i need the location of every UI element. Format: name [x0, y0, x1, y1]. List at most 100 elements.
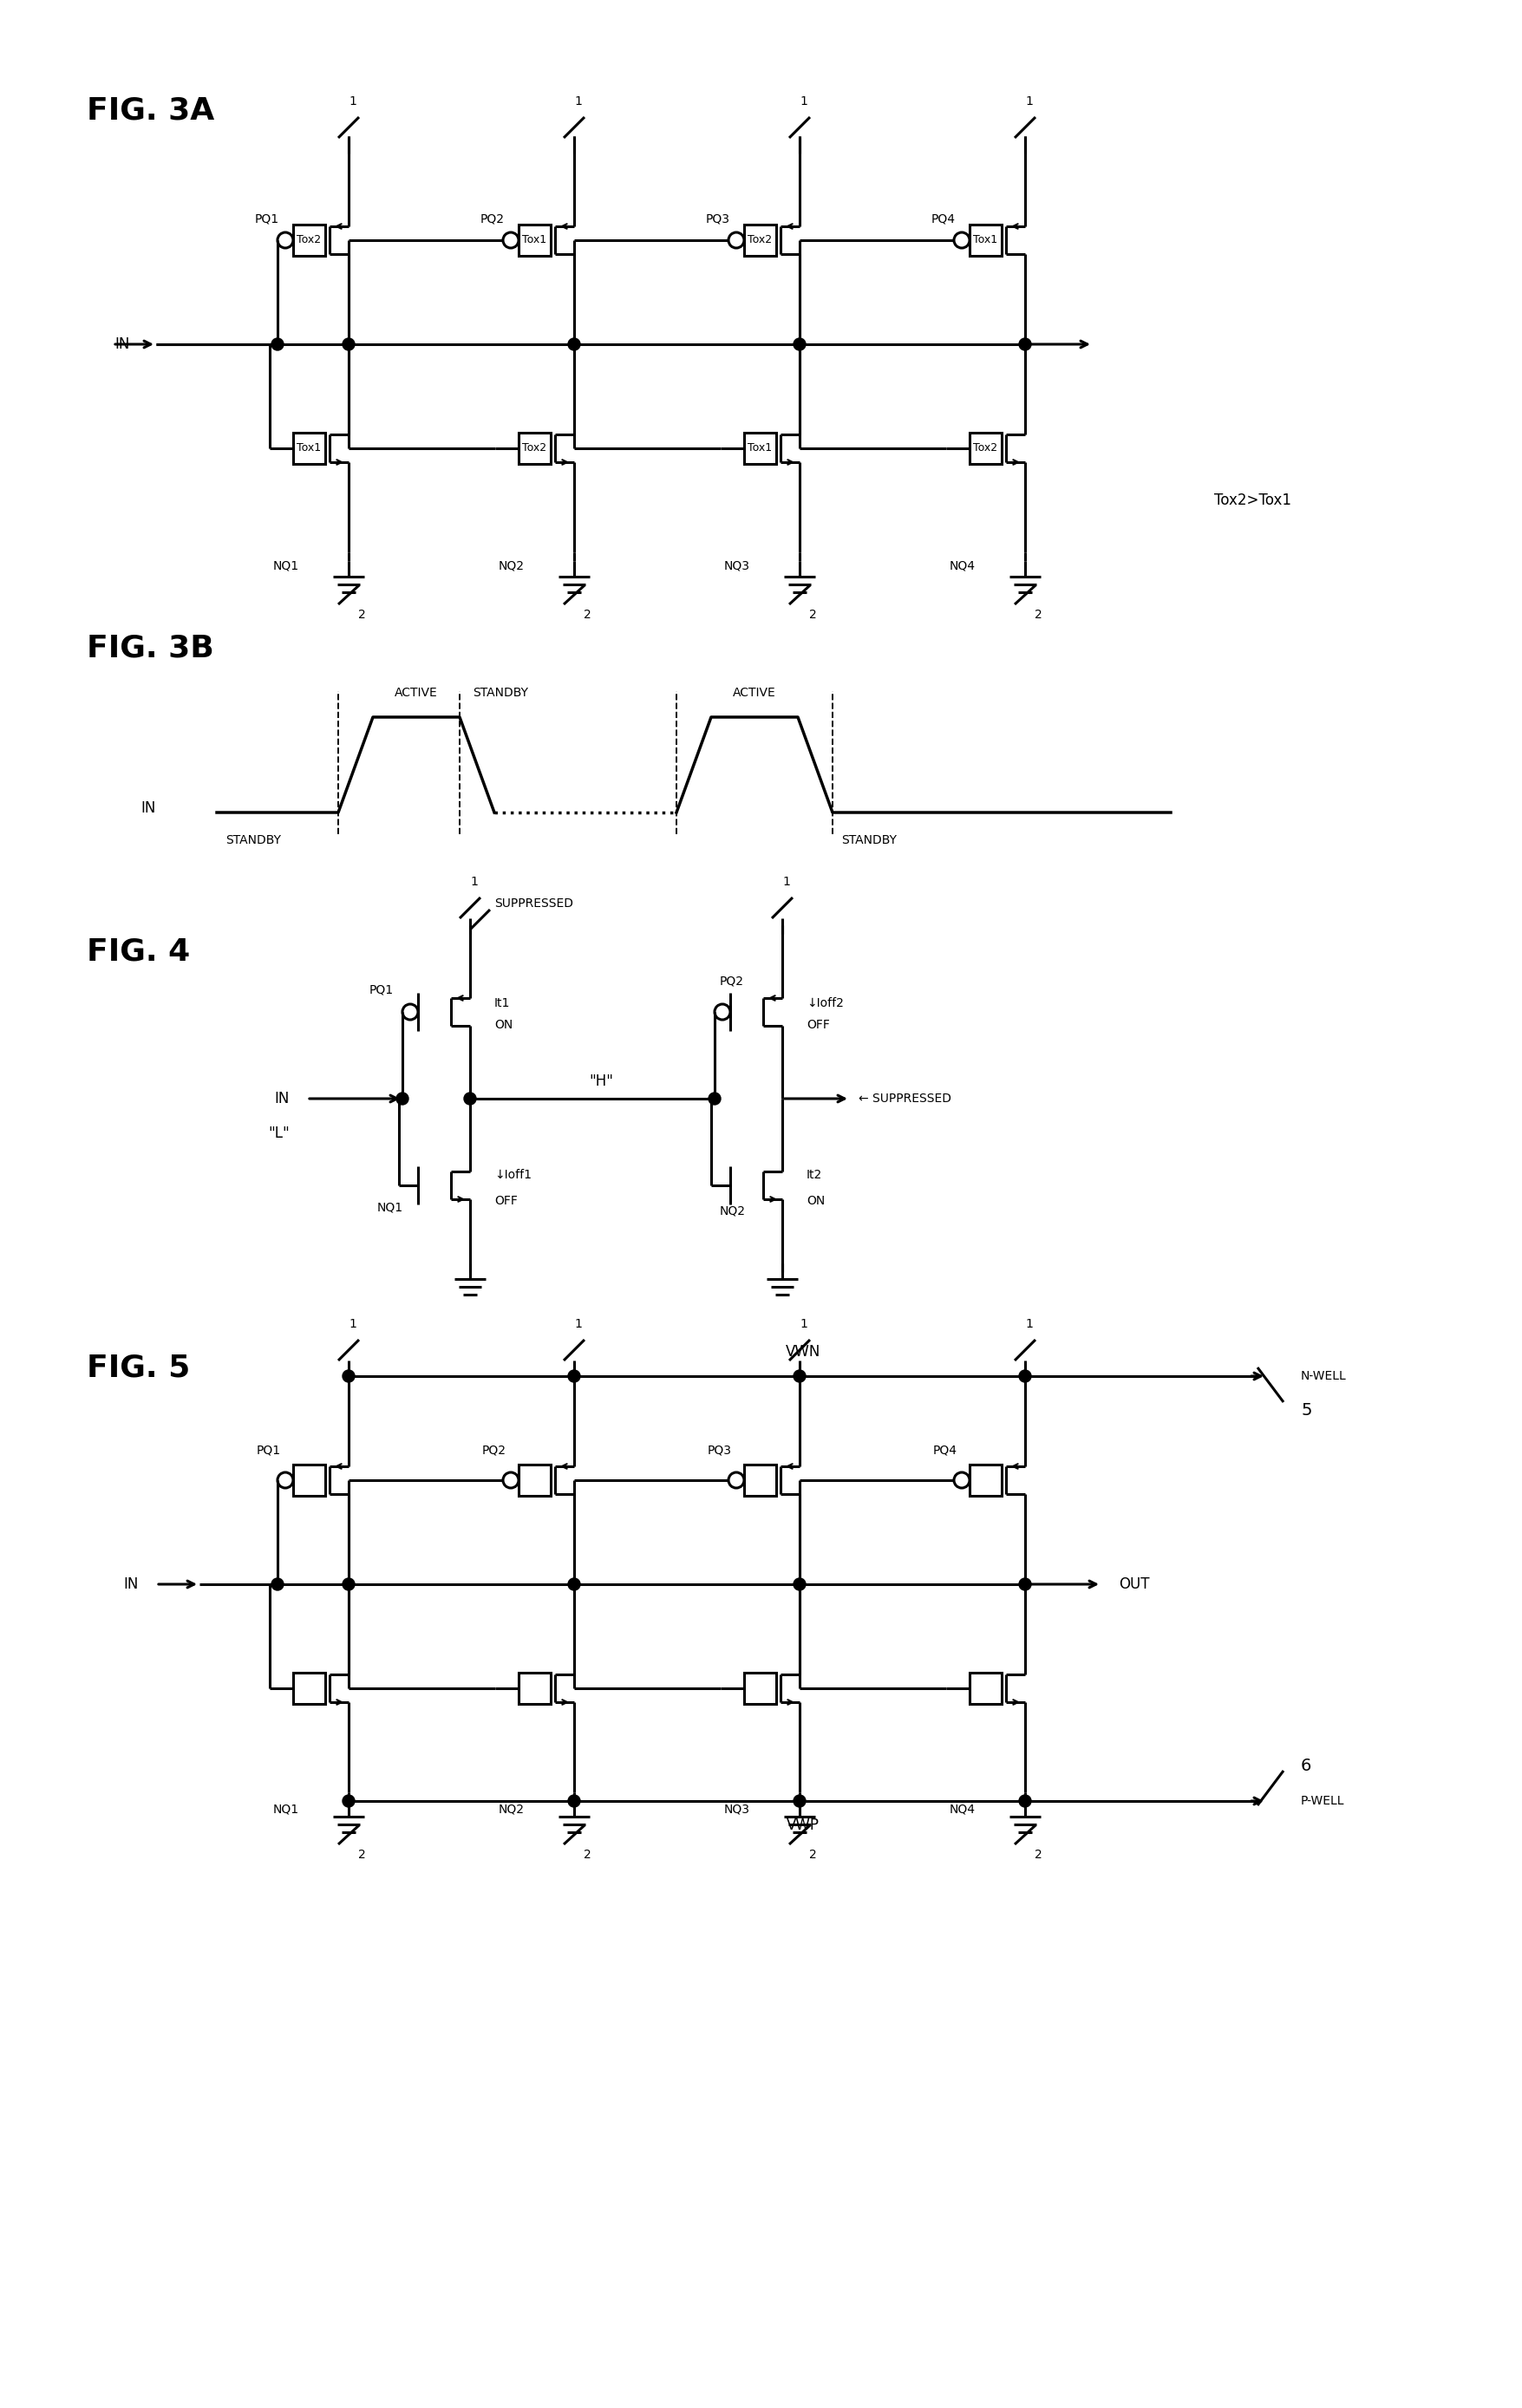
Text: NQ3: NQ3: [724, 1804, 750, 1816]
Bar: [292, 1674, 326, 1702]
Text: STANDBY: STANDBY: [472, 686, 528, 698]
Bar: [519, 433, 551, 465]
Bar: [970, 224, 1001, 255]
Text: 1: 1: [799, 96, 807, 108]
Text: Tox2>Tox1: Tox2>Tox1: [1213, 494, 1291, 508]
Circle shape: [568, 1370, 580, 1382]
Circle shape: [1018, 1794, 1030, 1806]
Text: Tox1: Tox1: [297, 443, 321, 455]
Circle shape: [793, 337, 805, 349]
Bar: [519, 224, 551, 255]
Text: IN: IN: [142, 799, 157, 816]
Bar: [970, 433, 1001, 465]
Text: N-WELL: N-WELL: [1300, 1370, 1345, 1382]
Circle shape: [342, 1370, 355, 1382]
Bar: [292, 433, 326, 465]
Text: ACTIVE: ACTIVE: [394, 686, 438, 698]
Text: 1: 1: [782, 877, 790, 889]
Text: 1: 1: [470, 877, 478, 889]
Text: FIG. 3B: FIG. 3B: [87, 633, 215, 662]
Text: ← SUPPRESSED: ← SUPPRESSED: [858, 1093, 951, 1105]
Text: OUT: OUT: [1119, 1577, 1149, 1592]
Bar: [744, 433, 776, 465]
Text: 2: 2: [1033, 609, 1041, 621]
Text: Tox2: Tox2: [522, 443, 546, 455]
Text: PQ2: PQ2: [720, 975, 744, 987]
Text: FIG. 5: FIG. 5: [87, 1353, 190, 1382]
Circle shape: [708, 1093, 720, 1105]
Circle shape: [271, 1577, 283, 1589]
Text: SUPPRESSED: SUPPRESSED: [495, 898, 572, 910]
Text: PQ2: PQ2: [482, 1445, 507, 1457]
Text: 1: 1: [1024, 96, 1032, 108]
Text: PQ1: PQ1: [257, 1445, 282, 1457]
Text: NQ2: NQ2: [720, 1206, 746, 1218]
Text: FIG. 4: FIG. 4: [87, 937, 190, 966]
Text: 2: 2: [358, 1849, 365, 1861]
Bar: [744, 224, 776, 255]
Text: 2: 2: [583, 1849, 591, 1861]
Circle shape: [793, 1370, 805, 1382]
Circle shape: [793, 1794, 805, 1806]
Text: 5: 5: [1300, 1401, 1310, 1418]
Text: STANDBY: STANDBY: [225, 833, 282, 845]
Bar: [744, 1674, 776, 1702]
Bar: [970, 1674, 1001, 1702]
Text: VWN: VWN: [785, 1344, 820, 1361]
Text: NQ4: NQ4: [950, 559, 976, 571]
Text: PQ4: PQ4: [931, 212, 956, 224]
Circle shape: [568, 337, 580, 349]
Text: 2: 2: [583, 609, 591, 621]
Text: PQ4: PQ4: [933, 1445, 957, 1457]
Text: NQ2: NQ2: [498, 1804, 525, 1816]
Text: P-WELL: P-WELL: [1300, 1794, 1344, 1806]
Text: PQ3: PQ3: [708, 1445, 732, 1457]
Circle shape: [271, 337, 283, 349]
Text: 2: 2: [1033, 1849, 1041, 1861]
Text: NQ1: NQ1: [272, 1804, 300, 1816]
Text: Tox1: Tox1: [973, 234, 997, 246]
Text: 2: 2: [808, 609, 816, 621]
Circle shape: [1018, 1577, 1030, 1589]
Circle shape: [396, 1093, 408, 1105]
Text: STANDBY: STANDBY: [840, 833, 896, 845]
Text: 1: 1: [574, 96, 581, 108]
Text: OFF: OFF: [807, 1019, 829, 1031]
Text: VWP: VWP: [787, 1818, 819, 1832]
Text: NQ1: NQ1: [377, 1202, 403, 1214]
Text: IN: IN: [274, 1091, 289, 1105]
Text: IN: IN: [116, 337, 129, 352]
Text: 1: 1: [1024, 1317, 1032, 1329]
Bar: [292, 1464, 326, 1495]
Text: PQ1: PQ1: [254, 212, 279, 224]
Text: OFF: OFF: [495, 1194, 517, 1206]
Text: IN: IN: [123, 1577, 139, 1592]
Text: ACTIVE: ACTIVE: [732, 686, 776, 698]
Bar: [970, 1464, 1001, 1495]
Text: NQ1: NQ1: [272, 559, 300, 571]
Text: 1: 1: [574, 1317, 581, 1329]
Bar: [292, 224, 326, 255]
Text: 2: 2: [358, 609, 365, 621]
Text: FIG. 3A: FIG. 3A: [87, 96, 215, 125]
Text: It2: It2: [807, 1168, 822, 1180]
Circle shape: [1018, 337, 1030, 349]
Text: PQ1: PQ1: [370, 985, 394, 997]
Text: 2: 2: [808, 1849, 816, 1861]
Circle shape: [793, 1577, 805, 1589]
Text: 1: 1: [349, 96, 356, 108]
Circle shape: [568, 1794, 580, 1806]
Text: "L": "L": [268, 1125, 289, 1141]
Text: It1: It1: [495, 997, 510, 1009]
Text: 1: 1: [349, 1317, 356, 1329]
Text: 1: 1: [799, 1317, 807, 1329]
Text: Tox2: Tox2: [747, 234, 772, 246]
Bar: [744, 1464, 776, 1495]
Text: NQ3: NQ3: [724, 559, 750, 571]
Text: NQ2: NQ2: [498, 559, 525, 571]
Text: Tox1: Tox1: [522, 234, 546, 246]
Circle shape: [1018, 1370, 1030, 1382]
Text: ON: ON: [807, 1194, 825, 1206]
Circle shape: [464, 1093, 476, 1105]
Text: ON: ON: [495, 1019, 513, 1031]
